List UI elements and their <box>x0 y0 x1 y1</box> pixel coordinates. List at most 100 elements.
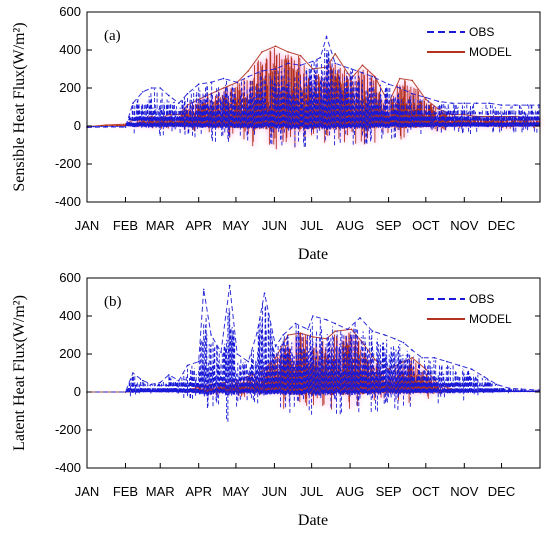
data-point-obs <box>197 83 200 85</box>
plot-frame <box>86 277 541 469</box>
x-tick-label: JUL <box>300 218 323 233</box>
data-point-obs <box>124 391 127 393</box>
legend-label-model: MODEL <box>469 312 512 326</box>
x-tick-label: AUG <box>336 484 364 499</box>
x-axis-title: Date <box>298 512 328 529</box>
y-tick-label: 600 <box>59 270 81 285</box>
data-point-obs <box>526 104 529 106</box>
panel-label: (b) <box>104 294 122 310</box>
data-point-obs <box>178 102 180 104</box>
data-point-obs <box>228 284 231 287</box>
sensible-heat-flux-panel: -400 -200 0 200 400 600 JAN FEB MAR APR MAY JUN JUL… <box>11 4 541 263</box>
data-point-obs <box>256 332 258 334</box>
data-point-model <box>274 45 277 47</box>
data-point-obs <box>319 56 322 59</box>
legend-label-obs: OBS <box>469 25 494 39</box>
data-point-obs <box>168 374 170 376</box>
data-point-obs <box>220 351 222 353</box>
data-point-model <box>299 54 302 57</box>
data-point-obs <box>483 376 486 378</box>
data-point-obs <box>282 334 284 336</box>
data-point-obs <box>210 81 212 84</box>
x-tick-label: FEB <box>113 218 138 233</box>
data-point-obs <box>142 379 144 382</box>
data-point-obs <box>350 68 353 70</box>
data-point-model <box>334 330 337 333</box>
data-point-obs <box>446 360 448 363</box>
data-point-obs <box>514 104 516 106</box>
panel-label: (a) <box>104 28 121 44</box>
x-tick-label: SEP <box>376 218 402 233</box>
x-tick-label: NOV <box>450 484 479 499</box>
data-point-obs <box>132 372 134 374</box>
data-point-obs <box>433 357 436 359</box>
data-point-obs <box>247 75 250 78</box>
data-point-model <box>488 115 490 118</box>
data-point-obs <box>299 64 302 66</box>
x-tick-label: AUG <box>336 218 364 233</box>
data-point-obs <box>202 288 205 291</box>
data-point-model <box>425 98 427 101</box>
x-tick-label: JAN <box>75 218 100 233</box>
x-axis-title: Date <box>298 246 328 263</box>
data-point-obs <box>132 102 134 104</box>
x-tick-label: FEB <box>113 484 138 499</box>
x-tick-label: DEC <box>488 218 515 233</box>
data-point-obs <box>236 81 238 84</box>
series-line-obs <box>87 285 539 393</box>
data-point-obs <box>520 388 523 390</box>
data-point-obs <box>159 381 161 384</box>
data-point-obs <box>361 72 364 74</box>
data-point-obs <box>425 96 427 99</box>
data-point-obs <box>451 102 453 104</box>
data-point-obs <box>538 389 540 391</box>
data-point-obs <box>197 360 200 363</box>
x-tick-label: SEP <box>376 484 402 499</box>
latent-heat-flux-panel: -400 -200 0 200 400 600 JAN FEB MAR APR MAY JUN JUL… <box>11 270 541 529</box>
data-point-model <box>247 70 250 72</box>
data-point-obs <box>387 83 390 85</box>
x-tick-label: JUN <box>262 484 287 499</box>
data-point-obs <box>334 322 337 325</box>
data-point-obs <box>186 364 189 367</box>
data-point-model <box>374 358 376 361</box>
data-point-model <box>411 79 414 82</box>
data-point-obs <box>500 104 503 106</box>
data-point-obs <box>411 92 414 95</box>
y-tick-label: -400 <box>55 460 81 475</box>
data-point-model <box>312 68 314 70</box>
y-tick-label: -400 <box>55 194 81 209</box>
data-point-obs <box>325 35 328 38</box>
data-point-model <box>287 51 289 53</box>
data-point-obs <box>312 60 314 63</box>
y-tick-label: 200 <box>59 346 81 361</box>
data-point-obs <box>178 379 180 382</box>
y-tick-label: 200 <box>59 80 81 95</box>
data-point-obs <box>312 315 314 317</box>
x-tick-label: MAR <box>146 484 175 499</box>
data-point-model <box>350 328 353 331</box>
y-tick-label: 400 <box>59 42 81 57</box>
data-point-obs <box>384 334 386 336</box>
data-point-obs <box>294 322 297 325</box>
x-tick-label: OCT <box>412 484 440 499</box>
data-point-obs <box>142 91 144 93</box>
y-tick-label: -200 <box>55 156 81 171</box>
data-point-model <box>411 357 414 359</box>
series-spikes-obs <box>125 304 540 422</box>
legend: OBS MODEL <box>427 292 512 326</box>
data-point-obs <box>247 360 250 363</box>
plot-frame <box>86 11 541 203</box>
data-point-model <box>299 332 302 334</box>
data-point-obs <box>371 75 374 78</box>
x-tick-label: JAN <box>75 484 100 499</box>
data-point-model <box>334 53 337 55</box>
data-point-obs <box>274 345 277 348</box>
x-tick-label: MAY <box>222 484 250 499</box>
data-point-obs <box>359 317 361 319</box>
data-point-obs <box>222 77 225 80</box>
data-point-obs <box>411 349 414 352</box>
data-point-obs <box>307 328 309 331</box>
data-point-model <box>361 64 364 66</box>
